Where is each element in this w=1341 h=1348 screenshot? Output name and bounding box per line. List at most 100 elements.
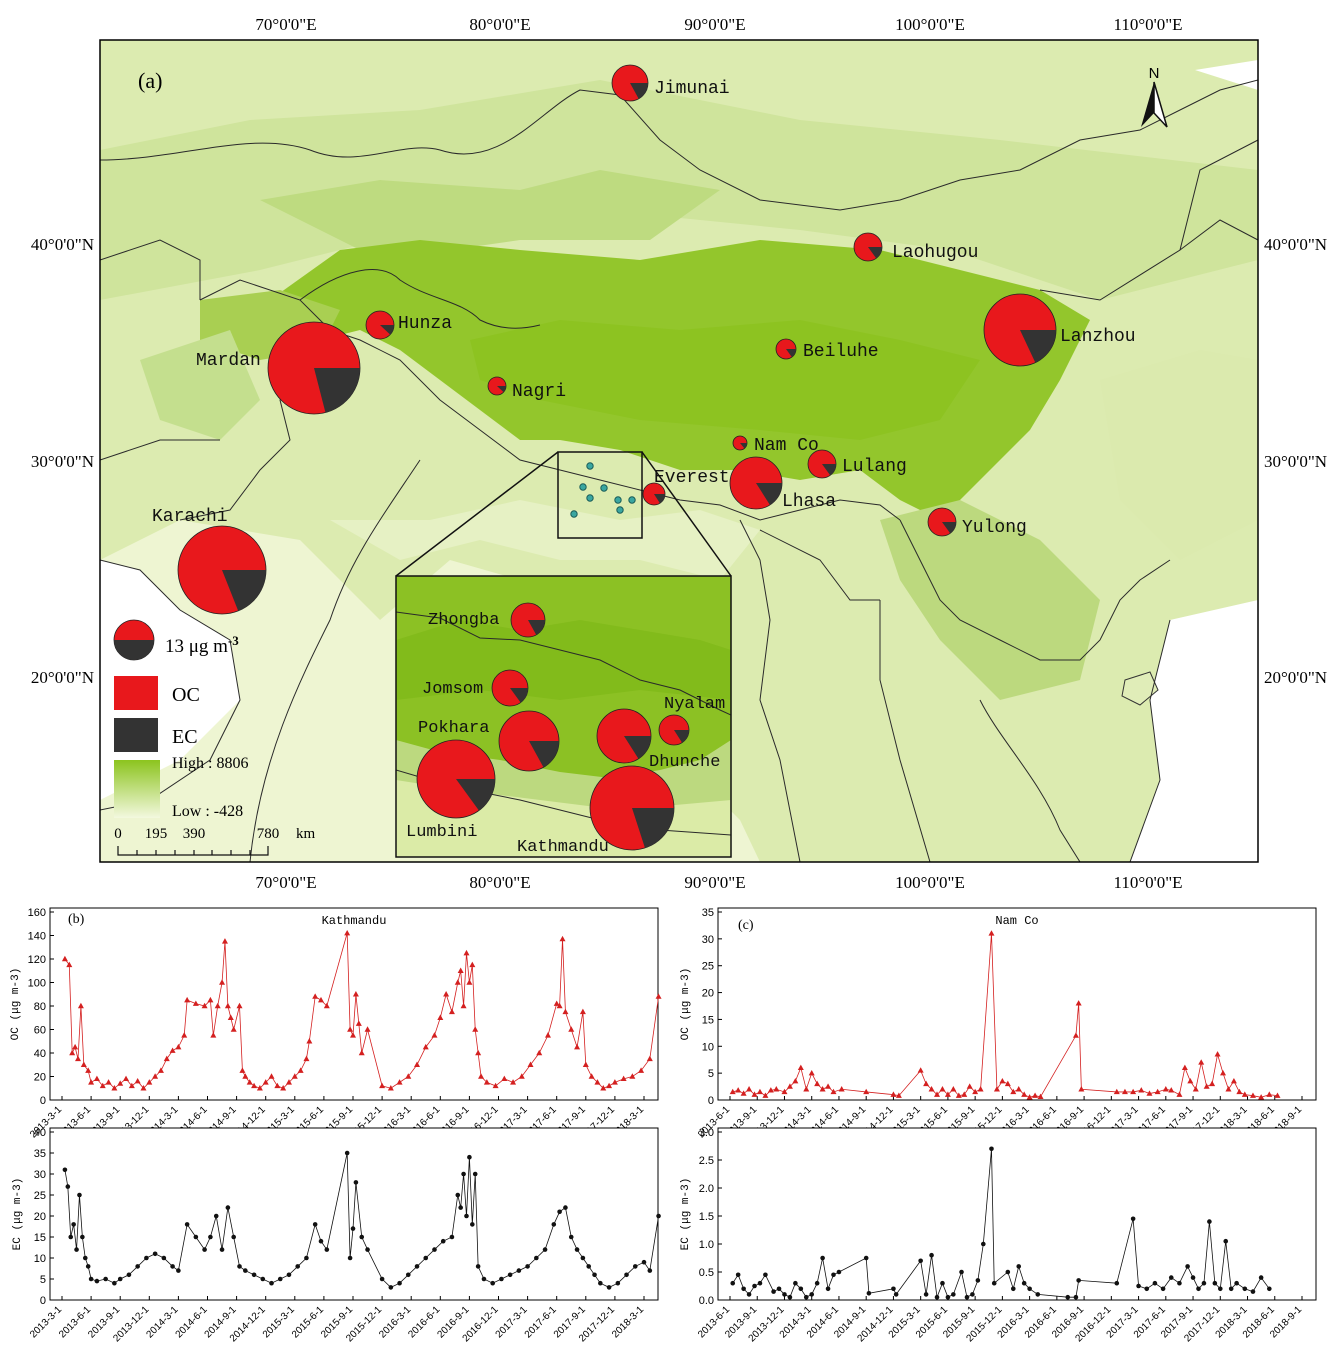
- pie-kathmandu: [589, 765, 675, 851]
- data-point: [306, 1038, 313, 1044]
- y-axis-label: EC (μg m-3): [680, 1178, 692, 1251]
- data-point: [934, 1091, 941, 1097]
- data-point: [838, 1086, 845, 1092]
- data-point: [763, 1272, 768, 1278]
- data-point: [1196, 1286, 1201, 1292]
- data-point: [600, 1085, 607, 1091]
- data-point: [66, 961, 73, 968]
- site-pies: Jimunai Laohugou Lanzhou Hunza Mardan Beiluhe…: [152, 64, 1136, 857]
- pie-lanzhou: [983, 293, 1057, 367]
- data-point: [918, 1258, 923, 1264]
- data-point: [85, 1067, 92, 1073]
- data-point: [1176, 1091, 1183, 1097]
- data-point: [781, 1088, 788, 1095]
- data-point: [350, 1032, 356, 1038]
- svg-text:km: km: [296, 826, 316, 842]
- longitude-label: 80°0'0"E: [469, 15, 530, 34]
- data-point: [981, 1241, 986, 1247]
- data-point: [961, 1091, 968, 1097]
- data-point: [544, 1032, 551, 1038]
- data-point: [230, 1026, 237, 1032]
- data-point: [175, 1043, 182, 1050]
- data-point: [358, 1049, 365, 1056]
- data-point: [895, 1092, 902, 1098]
- y-tick-label: 15: [34, 1232, 46, 1244]
- data-point: [991, 1280, 997, 1286]
- data-point: [80, 1234, 85, 1240]
- data-point: [825, 1083, 832, 1089]
- pie-ec-slice: [510, 688, 528, 703]
- data-point: [1144, 1286, 1150, 1292]
- data-point: [1242, 1286, 1248, 1292]
- data-point: [312, 1222, 318, 1227]
- data-point: [866, 1290, 872, 1296]
- chart-0: 0204060801001201401602013-3-12013-6-1201…: [10, 907, 662, 1144]
- y-tick-label: 0: [708, 1095, 714, 1107]
- data-point: [574, 1043, 581, 1050]
- data-point: [303, 1055, 310, 1062]
- data-point: [819, 1086, 826, 1092]
- data-point: [99, 1082, 106, 1089]
- data-point: [797, 1064, 804, 1070]
- data-point: [492, 1082, 499, 1089]
- site-label-hunza: Hunza: [398, 314, 452, 334]
- data-point: [152, 1073, 159, 1079]
- data-point: [458, 1205, 463, 1210]
- legend-oc-label: OC: [172, 684, 200, 706]
- data-point: [1026, 1094, 1033, 1100]
- pie-ec-slice: [624, 736, 651, 759]
- data-point: [641, 1259, 647, 1265]
- pie-ec-slice: [114, 640, 154, 660]
- y-tick-label: 20: [34, 1072, 46, 1084]
- chart-title: Nam Co: [995, 914, 1038, 928]
- data-point: [534, 1255, 539, 1261]
- data-point: [1162, 1086, 1169, 1092]
- data-point: [324, 1247, 330, 1252]
- data-point: [499, 1276, 504, 1282]
- y-tick-label: 15: [702, 1014, 714, 1026]
- data-point: [1198, 1059, 1205, 1065]
- latitude-label: 20°0'0"N: [1264, 668, 1327, 687]
- data-point: [1073, 1294, 1079, 1300]
- data-point: [1241, 1091, 1248, 1097]
- y-tick-label: 1.5: [699, 1211, 714, 1223]
- data-point: [379, 1082, 386, 1089]
- y-tick-label: 20: [702, 988, 714, 1000]
- pie-beiluhe: [775, 338, 797, 360]
- data-point: [1121, 1088, 1128, 1095]
- inset-site-label-lumbini: Lumbini: [406, 823, 477, 842]
- data-point: [1075, 1000, 1082, 1006]
- data-point: [478, 1073, 485, 1079]
- longitude-label: 100°0'0"E: [895, 873, 965, 892]
- map-panel: 70°0'0"E 80°0'0"E 90°0'0"E 100°0'0"E 110°0'0…: [31, 15, 1327, 892]
- svg-text:390: 390: [183, 826, 206, 842]
- y-tick-label: 5: [708, 1068, 714, 1080]
- data-point: [72, 1043, 79, 1050]
- data-point: [134, 1078, 141, 1084]
- legend-pie: [113, 619, 155, 661]
- svg-text:780: 780: [257, 826, 280, 842]
- longitude-label: 80°0'0"E: [469, 873, 530, 892]
- data-point: [227, 1014, 234, 1020]
- data-point: [242, 1073, 249, 1079]
- data-point: [831, 1272, 836, 1278]
- data-point: [1078, 1086, 1085, 1092]
- longitude-label: 110°0'0"E: [1113, 873, 1182, 892]
- data-point: [231, 1234, 236, 1240]
- data-point: [481, 1276, 487, 1282]
- data-point: [516, 1268, 522, 1273]
- data-point: [88, 1079, 95, 1085]
- y-tick-label: 10: [34, 1253, 46, 1265]
- data-point: [449, 1234, 455, 1240]
- data-point: [809, 1292, 815, 1297]
- data-point: [647, 1268, 653, 1273]
- data-point: [466, 979, 473, 985]
- data-point: [993, 1086, 1000, 1092]
- data-point: [1065, 1294, 1071, 1300]
- pie-nyalam: [658, 714, 690, 746]
- data-point: [803, 1086, 810, 1092]
- data-point: [1035, 1292, 1041, 1297]
- data-point: [746, 1292, 752, 1297]
- data-point: [656, 1213, 661, 1219]
